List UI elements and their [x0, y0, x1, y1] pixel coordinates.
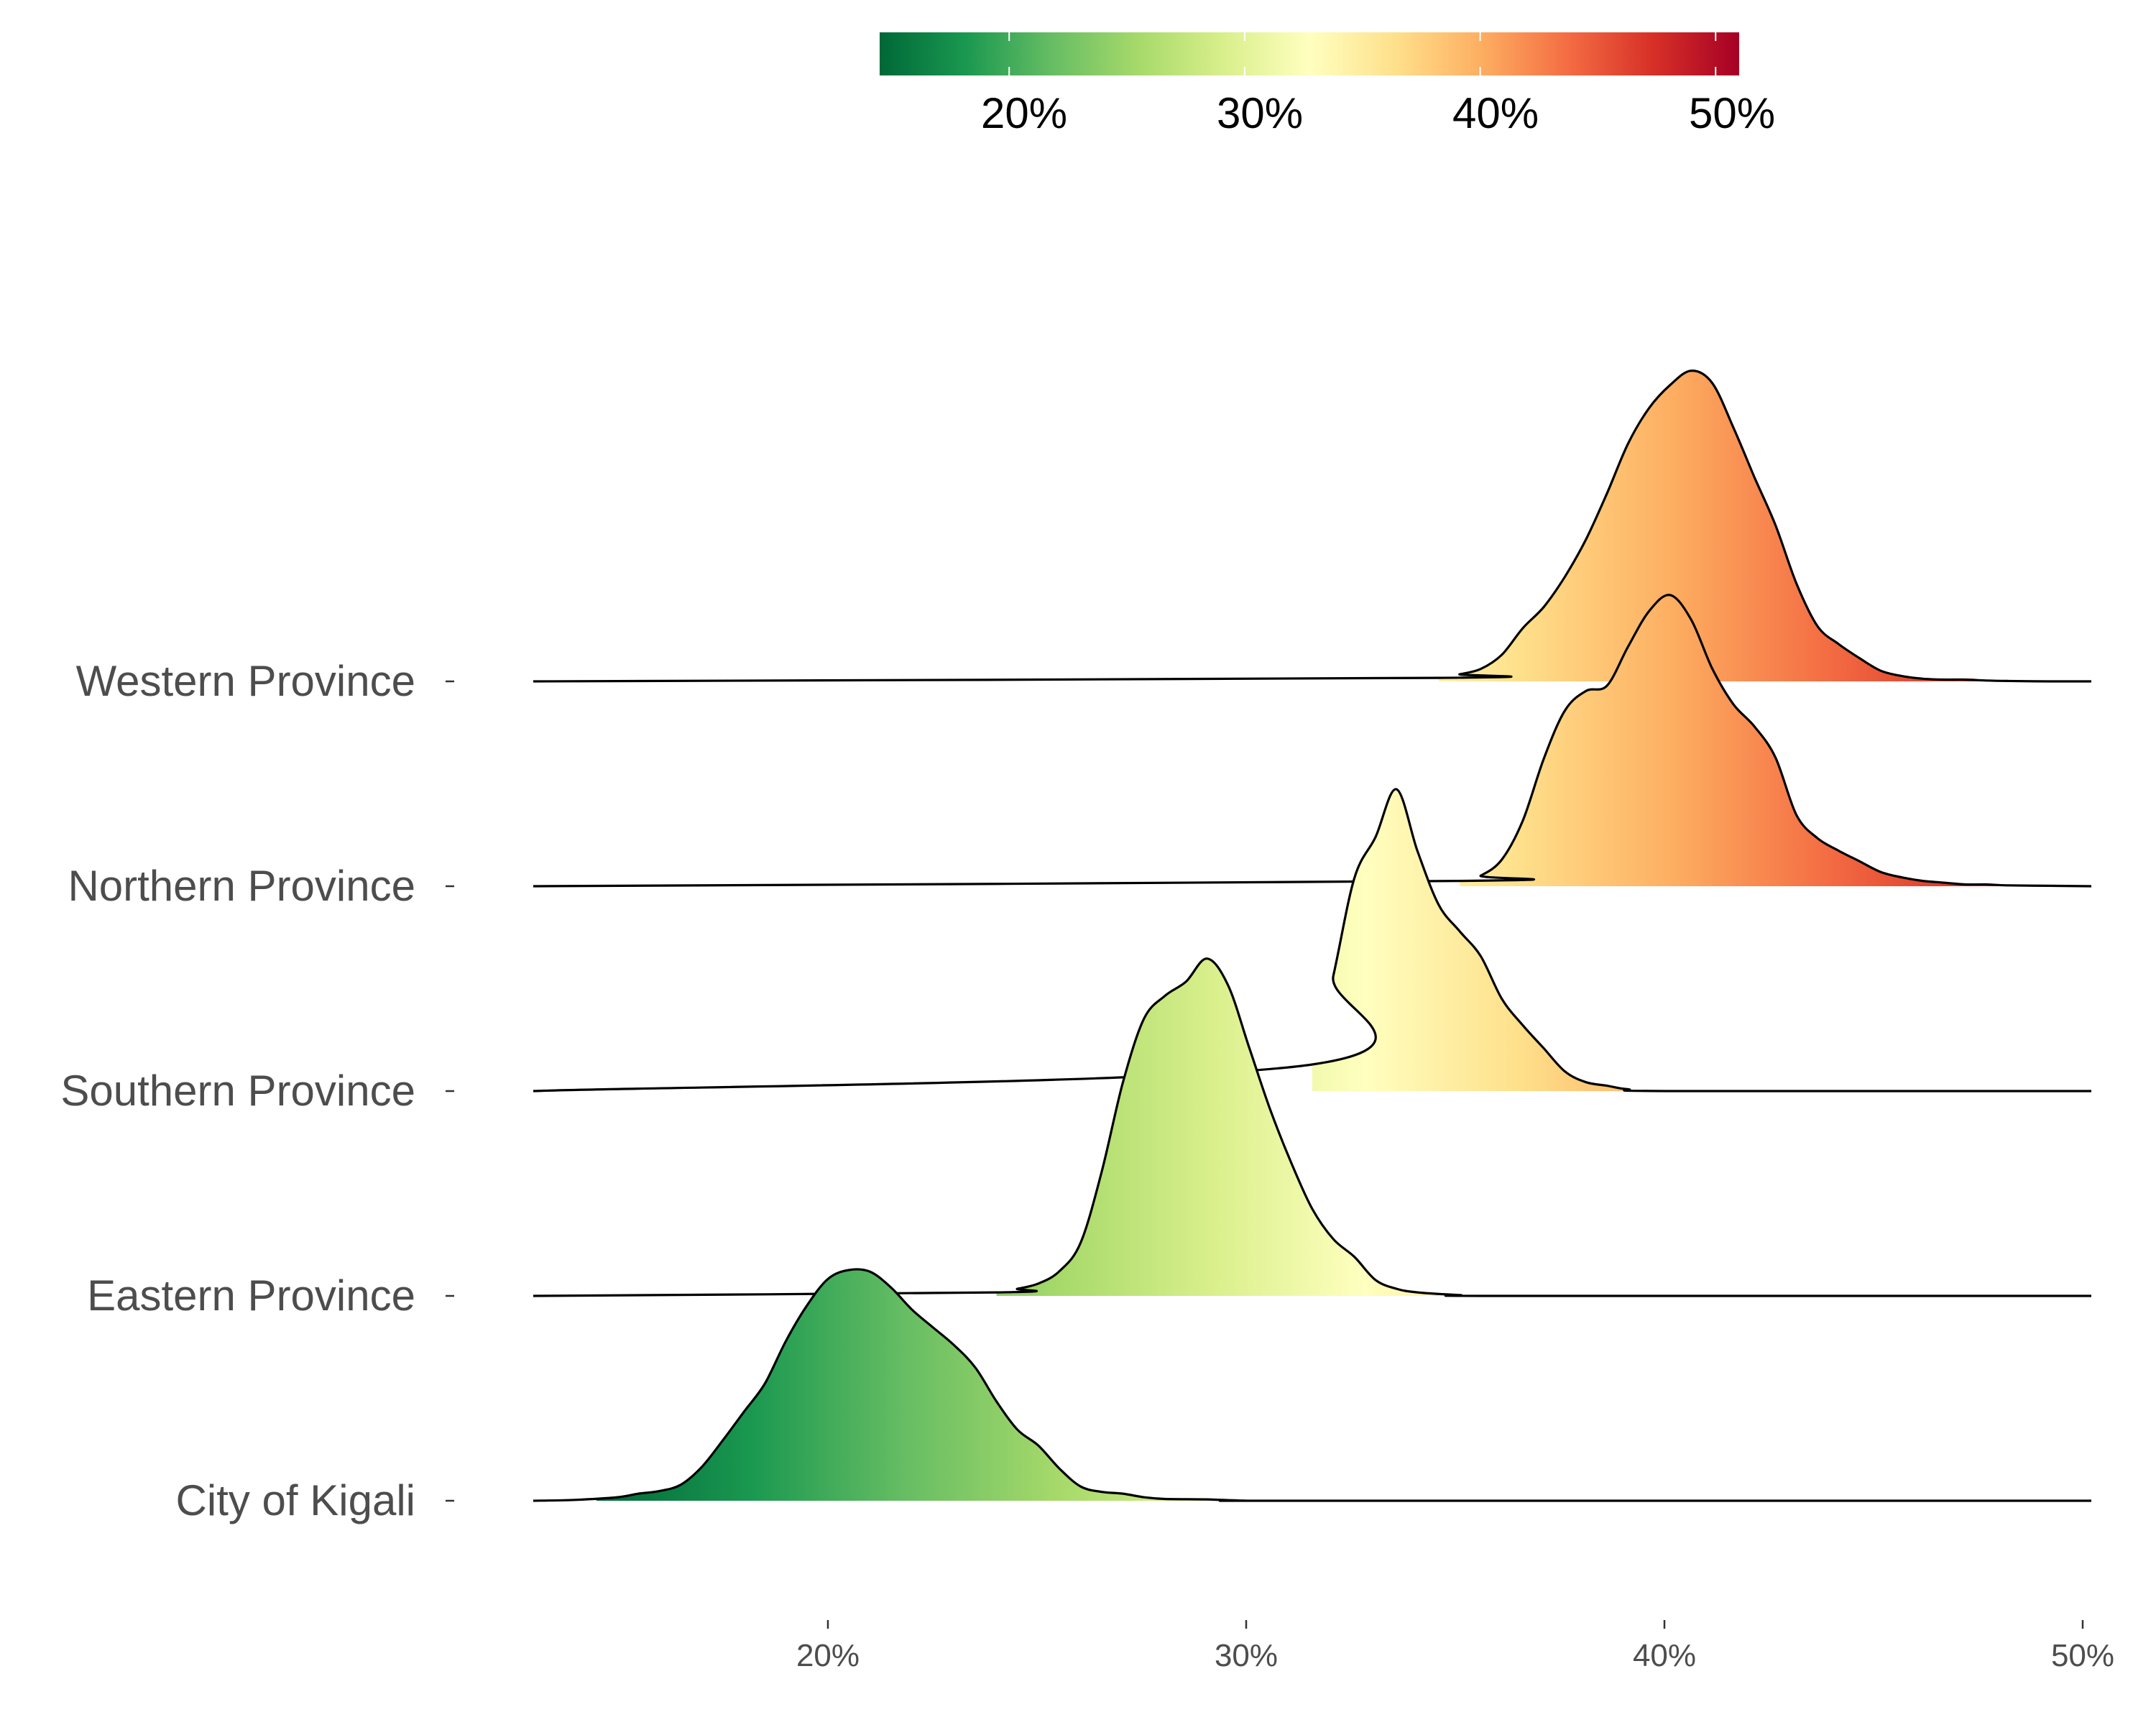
ridge-fill-eastern-province	[996, 958, 1439, 1296]
ridge-line-northern-province	[533, 594, 2092, 888]
colorbar-label-50: 50%	[1689, 89, 1775, 137]
y-label-southern-province: Southern Province	[60, 1067, 415, 1115]
colorbar: 20% 30% 40% 50%	[880, 32, 1775, 137]
colorbar-label-40: 40%	[1452, 89, 1539, 137]
y-label-eastern-province: Eastern Province	[87, 1271, 415, 1320]
ridge-line-city-of-kigali	[533, 1268, 2091, 1502]
ridge-fill-western-province	[1438, 370, 2007, 681]
x-axis: 20% 30% 40% 50%	[796, 1620, 2114, 1673]
x-tick-label-50: 50%	[2051, 1638, 2114, 1673]
y-label-northern-province: Northern Province	[68, 862, 415, 910]
colorbar-label-20: 20%	[981, 89, 1067, 137]
y-label-western-province: Western Province	[76, 657, 415, 705]
ridges	[533, 369, 2092, 1502]
ridge-line-eastern-province	[533, 957, 2091, 1297]
x-tick-label-20: 20%	[796, 1638, 860, 1673]
ridge-fill-southern-province	[1312, 789, 1649, 1091]
ridge-line-western-province	[533, 369, 2091, 683]
colorbar-label-30: 30%	[1217, 89, 1303, 137]
ridge-mask-northern-province	[533, 594, 2091, 886]
ridge-mask-southern-province	[533, 788, 2091, 1091]
y-label-city-of-kigali: City of Kigali	[176, 1476, 415, 1524]
ridge-fill-city-of-kigali	[596, 1269, 1271, 1501]
y-axis: Western Province Northern Province South…	[60, 657, 454, 1524]
x-tick-label-40: 40%	[1633, 1638, 1696, 1673]
ridge-line-southern-province	[533, 788, 2091, 1092]
colorbar-gradient	[880, 32, 1739, 75]
x-tick-label-30: 30%	[1215, 1638, 1278, 1673]
ridge-fill-northern-province	[1460, 594, 2091, 886]
ridge-mask-western-province	[533, 370, 2091, 681]
